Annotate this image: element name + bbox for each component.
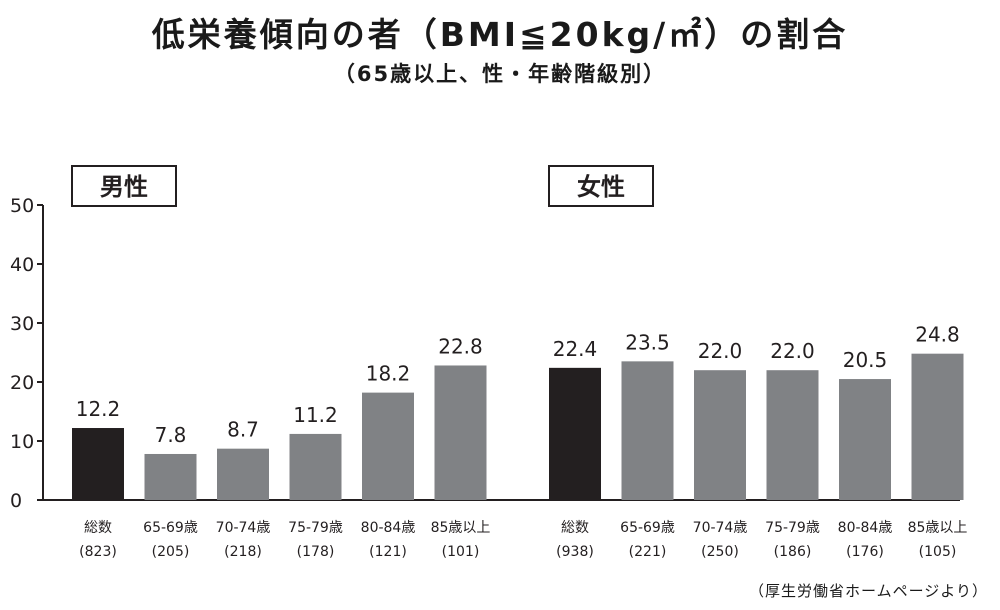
data-label: 7.8 xyxy=(155,423,187,447)
y-tick-label: 30 xyxy=(10,313,34,335)
category-count: (101) xyxy=(442,544,480,560)
category-count: (218) xyxy=(224,544,262,560)
category-count: (250) xyxy=(701,544,739,560)
y-tick-label: 0 xyxy=(10,490,22,512)
bar xyxy=(911,353,964,500)
category-label: 65-69歳 xyxy=(620,520,675,536)
group-label: 男性 xyxy=(100,173,148,201)
category-label: 80-84歳 xyxy=(361,520,416,536)
bar xyxy=(72,428,124,500)
category-count: (178) xyxy=(297,544,335,560)
category-label: 65-69歳 xyxy=(143,520,198,536)
category-count: (823) xyxy=(79,544,117,560)
data-label: 23.5 xyxy=(625,330,670,354)
y-tick-label: 10 xyxy=(10,431,34,453)
bar xyxy=(289,433,342,500)
data-label: 22.4 xyxy=(553,337,598,361)
y-tick-label: 20 xyxy=(10,372,34,394)
source-note: （厚生労働省ホームページより） xyxy=(749,582,988,600)
data-label: 8.7 xyxy=(227,418,259,442)
bar xyxy=(766,370,819,500)
data-label: 22.0 xyxy=(698,339,743,363)
category-label: 75-79歳 xyxy=(765,520,820,536)
y-tick-label: 40 xyxy=(10,254,34,276)
category-count: (121) xyxy=(369,544,407,560)
bar xyxy=(434,365,487,500)
data-label: 11.2 xyxy=(293,403,338,427)
bar xyxy=(217,448,269,500)
category-count: (105) xyxy=(919,544,957,560)
data-label: 22.8 xyxy=(438,334,483,358)
y-tick-label: 50 xyxy=(10,195,34,217)
category-label: 総数 xyxy=(561,520,589,536)
bar xyxy=(694,370,746,500)
chart-title: 低栄養傾向の者（BMI≦20kg/㎡）の割合 xyxy=(151,15,849,54)
group-label-box xyxy=(548,165,654,207)
bar xyxy=(144,453,197,500)
category-label: 75-79歳 xyxy=(288,520,343,536)
category-count: (205) xyxy=(152,544,190,560)
bar xyxy=(621,361,674,500)
data-label: 22.0 xyxy=(770,339,815,363)
group-label-box xyxy=(71,165,177,207)
category-count: (186) xyxy=(774,544,812,560)
bar xyxy=(549,367,601,500)
bar xyxy=(839,379,891,500)
group-label: 女性 xyxy=(577,173,625,201)
chart-subtitle: （65歳以上、性・年齢階級別） xyxy=(333,62,667,86)
data-label: 24.8 xyxy=(915,323,960,347)
category-label: 総数 xyxy=(84,520,112,536)
data-label: 20.5 xyxy=(843,348,888,372)
category-label: 85歳以上 xyxy=(908,520,968,536)
category-count: (221) xyxy=(629,544,667,560)
category-count: (176) xyxy=(846,544,884,560)
category-label: 80-84歳 xyxy=(838,520,893,536)
data-label: 18.2 xyxy=(366,362,411,386)
category-label: 70-74歳 xyxy=(693,520,748,536)
data-label: 12.2 xyxy=(76,397,121,421)
category-count: (938) xyxy=(556,544,594,560)
category-label: 85歳以上 xyxy=(431,520,491,536)
category-label: 70-74歳 xyxy=(216,520,271,536)
bar xyxy=(362,392,414,500)
